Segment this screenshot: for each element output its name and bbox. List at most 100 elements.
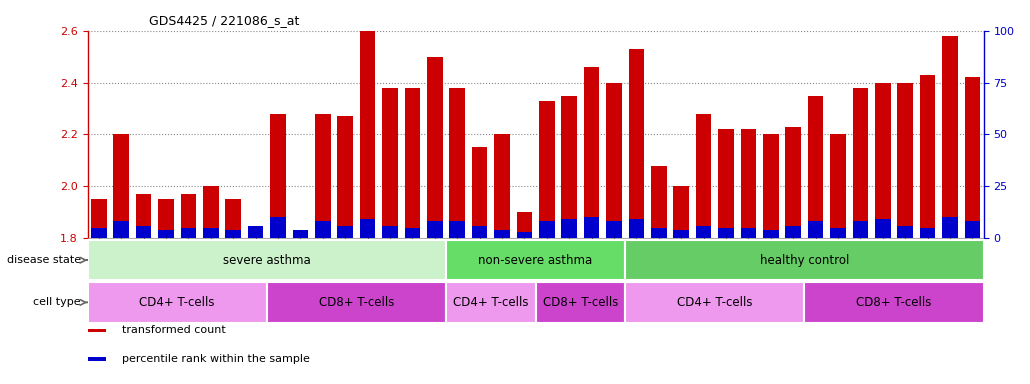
- Bar: [853, 88, 868, 238]
- Bar: [808, 222, 823, 238]
- Text: severe asthma: severe asthma: [222, 254, 311, 266]
- Bar: [741, 129, 756, 238]
- Bar: [315, 114, 331, 238]
- Bar: [536, 282, 625, 323]
- Bar: [449, 222, 465, 238]
- Bar: [382, 226, 398, 238]
- Bar: [248, 226, 264, 238]
- Text: disease state: disease state: [7, 255, 80, 265]
- Text: CD8+ T-cells: CD8+ T-cells: [318, 296, 394, 309]
- Bar: [763, 134, 779, 238]
- Bar: [942, 217, 958, 238]
- Bar: [293, 230, 308, 238]
- Bar: [88, 282, 267, 323]
- Bar: [203, 186, 218, 238]
- Bar: [718, 228, 733, 238]
- Bar: [651, 166, 666, 238]
- Text: CD8+ T-cells: CD8+ T-cells: [856, 296, 932, 309]
- Bar: [628, 49, 644, 238]
- Bar: [808, 96, 823, 238]
- Bar: [494, 230, 510, 238]
- Bar: [786, 226, 801, 238]
- Bar: [696, 226, 712, 238]
- Bar: [382, 88, 398, 238]
- Bar: [405, 88, 420, 238]
- Bar: [696, 114, 712, 238]
- Bar: [472, 147, 487, 238]
- Bar: [180, 228, 196, 238]
- Bar: [449, 88, 465, 238]
- Bar: [315, 222, 331, 238]
- Text: CD4+ T-cells: CD4+ T-cells: [677, 296, 753, 309]
- Bar: [628, 219, 644, 238]
- Bar: [674, 230, 689, 238]
- Bar: [159, 199, 174, 238]
- Bar: [180, 194, 196, 238]
- Bar: [159, 230, 174, 238]
- Bar: [584, 217, 599, 238]
- Bar: [830, 134, 846, 238]
- Bar: [446, 282, 536, 323]
- Bar: [741, 228, 756, 238]
- Bar: [446, 240, 625, 280]
- Text: cell type: cell type: [33, 297, 80, 308]
- Bar: [674, 186, 689, 238]
- Bar: [203, 228, 218, 238]
- Text: transformed count: transformed count: [122, 325, 226, 335]
- Bar: [270, 217, 285, 238]
- Bar: [876, 83, 891, 238]
- Bar: [226, 230, 241, 238]
- Bar: [965, 77, 981, 238]
- Bar: [718, 129, 733, 238]
- Bar: [584, 67, 599, 238]
- Bar: [427, 222, 443, 238]
- Bar: [136, 226, 151, 238]
- Bar: [226, 199, 241, 238]
- Bar: [561, 219, 577, 238]
- Bar: [88, 357, 106, 361]
- Bar: [830, 228, 846, 238]
- Bar: [113, 134, 129, 238]
- Bar: [88, 240, 446, 280]
- Bar: [804, 282, 984, 323]
- Bar: [267, 282, 446, 323]
- Bar: [651, 228, 666, 238]
- Bar: [113, 222, 129, 238]
- Text: healthy control: healthy control: [760, 254, 849, 266]
- Bar: [359, 31, 375, 238]
- Bar: [625, 240, 984, 280]
- Bar: [876, 219, 891, 238]
- Text: CD4+ T-cells: CD4+ T-cells: [453, 296, 528, 309]
- Bar: [405, 228, 420, 238]
- Bar: [494, 134, 510, 238]
- Bar: [427, 56, 443, 238]
- Bar: [136, 194, 151, 238]
- Bar: [561, 96, 577, 238]
- Text: CD8+ T-cells: CD8+ T-cells: [543, 296, 618, 309]
- Bar: [763, 230, 779, 238]
- Bar: [853, 222, 868, 238]
- Text: GDS4425 / 221086_s_at: GDS4425 / 221086_s_at: [149, 14, 300, 27]
- Bar: [270, 114, 285, 238]
- Bar: [965, 222, 981, 238]
- Text: percentile rank within the sample: percentile rank within the sample: [122, 354, 309, 364]
- Bar: [897, 226, 913, 238]
- Bar: [248, 233, 264, 238]
- Bar: [897, 83, 913, 238]
- Bar: [91, 228, 106, 238]
- Bar: [517, 212, 533, 238]
- Bar: [293, 230, 308, 238]
- Bar: [942, 36, 958, 238]
- Bar: [920, 228, 935, 238]
- Bar: [359, 219, 375, 238]
- Bar: [338, 226, 353, 238]
- Bar: [607, 83, 622, 238]
- Bar: [88, 329, 106, 332]
- Bar: [472, 226, 487, 238]
- Text: CD4+ T-cells: CD4+ T-cells: [139, 296, 215, 309]
- Bar: [91, 199, 106, 238]
- Bar: [539, 101, 554, 238]
- Text: non-severe asthma: non-severe asthma: [479, 254, 592, 266]
- Bar: [517, 232, 533, 238]
- Bar: [625, 282, 804, 323]
